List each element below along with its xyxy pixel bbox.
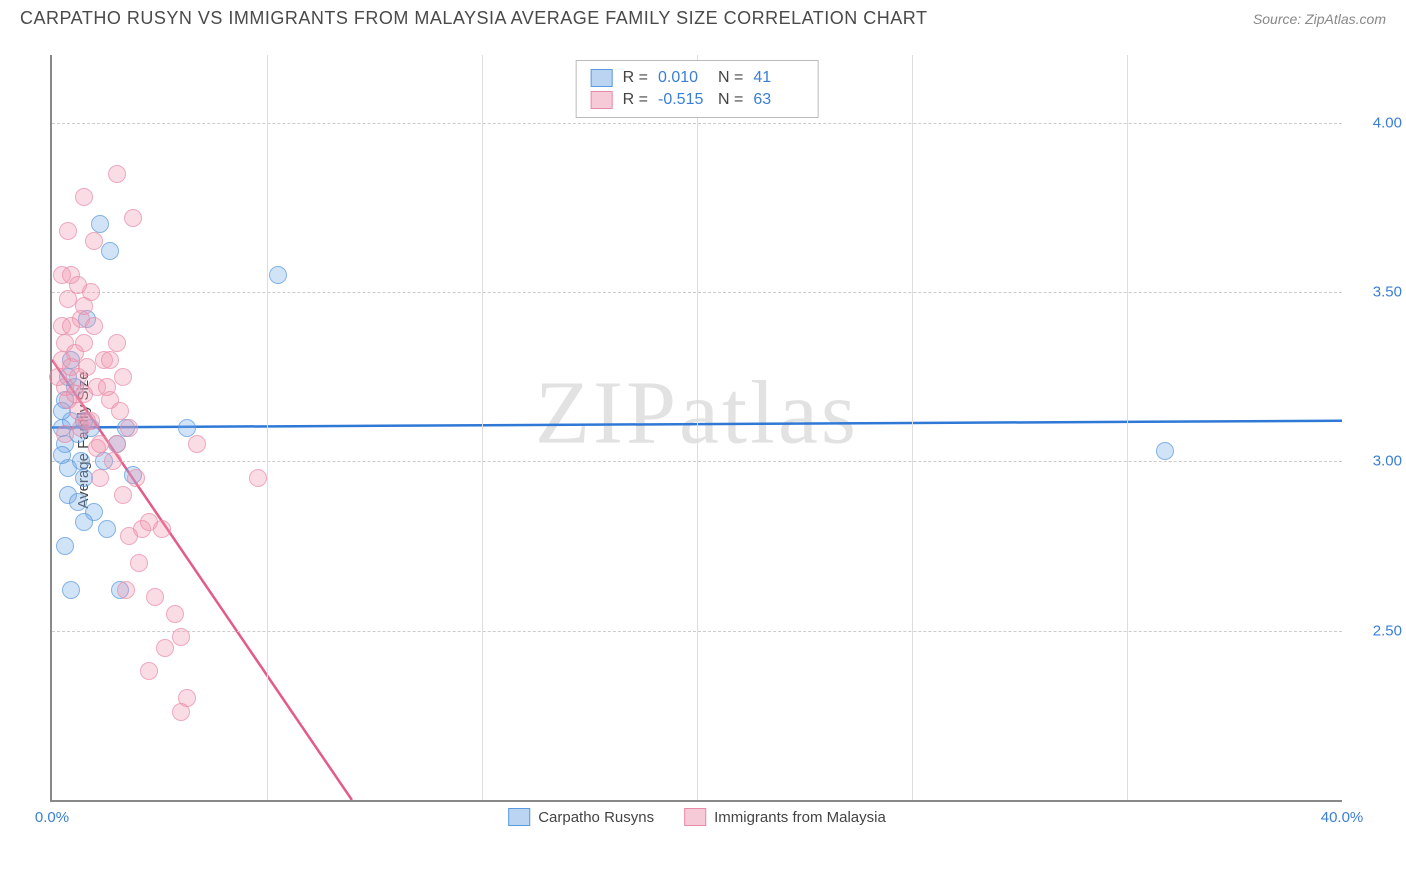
source-label: Source: ZipAtlas.com	[1253, 11, 1386, 27]
legend-item-1: Carpatho Rusyns	[508, 808, 654, 826]
data-point	[120, 419, 138, 437]
gridline	[267, 55, 268, 800]
data-point	[114, 486, 132, 504]
data-point	[269, 266, 287, 284]
r-label: R =	[623, 91, 648, 109]
legend: Carpatho Rusyns Immigrants from Malaysia	[508, 808, 886, 826]
gridline	[912, 55, 913, 800]
gridline	[482, 55, 483, 800]
data-point	[69, 276, 87, 294]
n-value-1: 41	[753, 69, 803, 87]
swatch-icon	[591, 91, 613, 109]
data-point	[153, 520, 171, 538]
data-point	[75, 297, 93, 315]
data-point	[75, 334, 93, 352]
data-point	[59, 222, 77, 240]
data-point	[75, 513, 93, 531]
y-tick-label: 3.00	[1352, 453, 1402, 470]
data-point	[101, 242, 119, 260]
data-point	[78, 412, 96, 430]
swatch-icon	[684, 808, 706, 826]
r-value-2: -0.515	[658, 91, 708, 109]
data-point	[91, 469, 109, 487]
data-point	[172, 628, 190, 646]
data-point	[140, 662, 158, 680]
data-point	[101, 351, 119, 369]
gridline	[697, 55, 698, 800]
data-point	[104, 452, 122, 470]
data-point	[124, 209, 142, 227]
n-label: N =	[718, 69, 743, 87]
data-point	[62, 317, 80, 335]
data-point	[156, 639, 174, 657]
data-point	[108, 435, 126, 453]
legend-label-2: Immigrants from Malaysia	[714, 809, 886, 826]
data-point	[114, 368, 132, 386]
data-point	[1156, 442, 1174, 460]
legend-item-2: Immigrants from Malaysia	[684, 808, 886, 826]
y-tick-label: 2.50	[1352, 622, 1402, 639]
data-point	[85, 232, 103, 250]
data-point	[98, 520, 116, 538]
data-point	[166, 605, 184, 623]
r-value-1: 0.010	[658, 69, 708, 87]
data-point	[69, 493, 87, 511]
data-point	[91, 215, 109, 233]
data-point	[75, 188, 93, 206]
y-tick-label: 4.00	[1352, 114, 1402, 131]
plot-area: ZIPatlas R = 0.010 N = 41 R = -0.515 N =…	[50, 55, 1342, 802]
x-tick-label: 40.0%	[1321, 809, 1364, 826]
y-tick-label: 3.50	[1352, 284, 1402, 301]
r-label: R =	[623, 69, 648, 87]
legend-label-1: Carpatho Rusyns	[538, 809, 654, 826]
n-value-2: 63	[753, 91, 803, 109]
data-point	[53, 266, 71, 284]
data-point	[172, 703, 190, 721]
data-point	[108, 334, 126, 352]
chart-container: Average Family Size ZIPatlas R = 0.010 N…	[50, 55, 1390, 825]
stats-row-1: R = 0.010 N = 41	[591, 67, 804, 89]
data-point	[117, 581, 135, 599]
swatch-icon	[591, 69, 613, 87]
n-label: N =	[718, 91, 743, 109]
x-tick-label: 0.0%	[35, 809, 69, 826]
data-point	[146, 588, 164, 606]
data-point	[85, 317, 103, 335]
gridline	[1127, 55, 1128, 800]
swatch-icon	[508, 808, 530, 826]
data-point	[56, 425, 74, 443]
data-point	[120, 527, 138, 545]
data-point	[98, 378, 116, 396]
data-point	[249, 469, 267, 487]
data-point	[188, 435, 206, 453]
data-point	[53, 446, 71, 464]
data-point	[108, 165, 126, 183]
chart-title: CARPATHO RUSYN VS IMMIGRANTS FROM MALAYS…	[20, 8, 927, 29]
data-point	[88, 439, 106, 457]
data-point	[178, 419, 196, 437]
data-point	[72, 452, 90, 470]
data-point	[127, 469, 145, 487]
stats-box: R = 0.010 N = 41 R = -0.515 N = 63	[576, 60, 819, 118]
data-point	[130, 554, 148, 572]
data-point	[62, 581, 80, 599]
data-point	[111, 402, 129, 420]
data-point	[56, 537, 74, 555]
stats-row-2: R = -0.515 N = 63	[591, 89, 804, 111]
